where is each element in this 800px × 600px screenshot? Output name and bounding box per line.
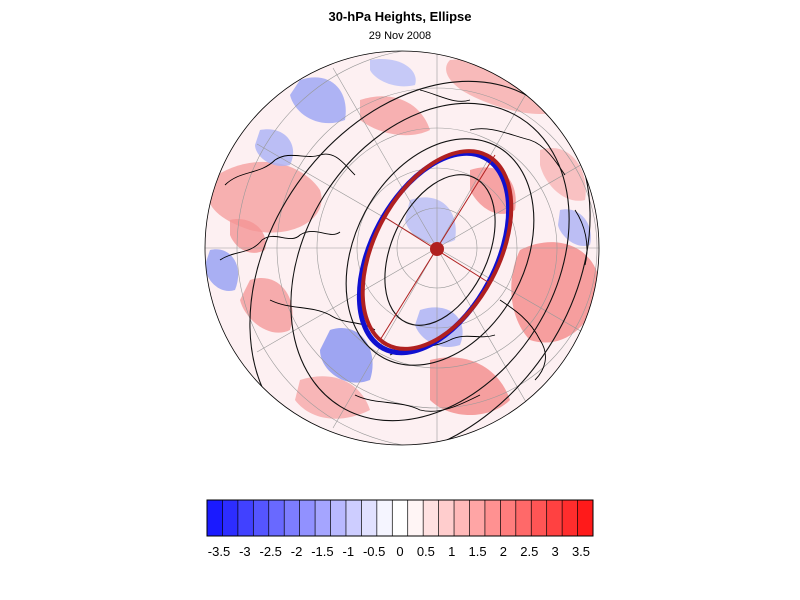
- anomaly-field: [205, 51, 599, 445]
- colorbar-tick-label: -2: [291, 544, 303, 559]
- colorbar-frame: [206, 499, 594, 537]
- colorbar-tick-label: 2.5: [520, 544, 538, 559]
- colorbar-tick-label: -3.5: [208, 544, 230, 559]
- colorbar: -3.5 -3 -2.5 -2 -1.5 -1 -0.5 0 0.5 1 1.5 2 2.5 3 3.5: [206, 499, 594, 559]
- colorbar-swatch: [515, 500, 532, 536]
- colorbar-swatch: [345, 500, 362, 536]
- colorbar-swatch: [531, 500, 548, 536]
- colorbar-swatch: [577, 500, 594, 536]
- colorbar-swatch: [315, 500, 332, 536]
- colorbar-tick-label: 3.5: [572, 544, 590, 559]
- colorbar-tick-label: 0: [396, 544, 403, 559]
- colorbar-tick-label: 1: [448, 544, 455, 559]
- colorbar-swatch: [484, 500, 501, 536]
- ellipse-center: [430, 242, 444, 256]
- map-date: 29 Nov 2008: [368, 30, 432, 42]
- colorbar-tick-label: -3: [239, 544, 251, 559]
- colorbar-swatch: [392, 500, 409, 536]
- colorbar-tick-label: 0.5: [417, 544, 435, 559]
- colorbar-tick-label: 2: [500, 544, 507, 559]
- colorbar-swatch: [438, 500, 455, 536]
- colorbar-swatch: [562, 500, 579, 536]
- colorbar-swatch: [284, 500, 301, 536]
- colorbar-swatch: [222, 500, 239, 536]
- colorbar-tick-label: -0.5: [363, 544, 385, 559]
- colorbar-swatch: [268, 500, 285, 536]
- colorbar-swatch: [253, 500, 270, 536]
- colorbar-swatch: [237, 500, 254, 536]
- globe-outline: [204, 50, 600, 446]
- colorbar-tick-label: -1: [343, 544, 355, 559]
- colorbar-swatch: [546, 500, 563, 536]
- colorbar-tick-label: -1.5: [311, 544, 333, 559]
- colorbar-swatch: [423, 500, 440, 536]
- colorbar-swatch: [330, 500, 347, 536]
- colorbar-swatch: [454, 500, 470, 536]
- colorbar-swatch: [469, 500, 486, 536]
- colorbar-swatch: [299, 500, 316, 536]
- colorbar-tick-label: 1.5: [469, 544, 487, 559]
- colorbar-swatch: [376, 500, 393, 536]
- colorbar-tick-label: -2.5: [260, 544, 282, 559]
- colorbar-swatch: [500, 500, 517, 536]
- map-title: 30-hPa Heights, Ellipse: [328, 9, 472, 24]
- colorbar-swatch: [361, 500, 378, 536]
- colorbar-swatch: [207, 500, 223, 536]
- colorbar-tick-label: 3: [552, 544, 559, 559]
- ellipse-red: [360, 149, 514, 351]
- colorbar-swatch: [407, 500, 424, 536]
